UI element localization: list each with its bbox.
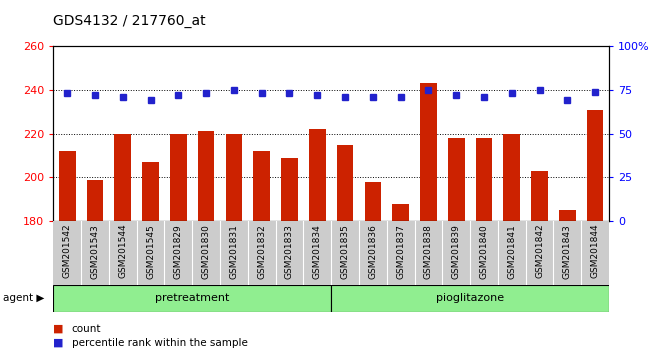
Bar [559, 210, 576, 221]
Text: GSM201843: GSM201843 [563, 224, 572, 279]
Text: GSM201842: GSM201842 [535, 224, 544, 279]
Text: GSM201835: GSM201835 [341, 224, 350, 279]
Bar [86, 179, 103, 221]
Text: GSM201543: GSM201543 [90, 224, 99, 279]
Bar [504, 133, 520, 221]
Bar [254, 151, 270, 221]
Bar [393, 204, 409, 221]
Text: GSM201831: GSM201831 [229, 224, 239, 279]
Bar [448, 138, 465, 221]
Bar [337, 144, 354, 221]
Text: GSM201836: GSM201836 [369, 224, 378, 279]
Text: GSM201542: GSM201542 [62, 224, 72, 279]
Text: ■: ■ [53, 338, 64, 348]
Bar [281, 158, 298, 221]
Text: GSM201829: GSM201829 [174, 224, 183, 279]
Bar [476, 138, 492, 221]
Text: pretreatment: pretreatment [155, 293, 229, 303]
Text: GSM201832: GSM201832 [257, 224, 266, 279]
Text: agent ▶: agent ▶ [3, 293, 45, 303]
Text: GSM201834: GSM201834 [313, 224, 322, 279]
Text: GSM201830: GSM201830 [202, 224, 211, 279]
Text: GSM201840: GSM201840 [480, 224, 489, 279]
Bar [420, 83, 437, 221]
Text: pioglitazone: pioglitazone [436, 293, 504, 303]
Bar [142, 162, 159, 221]
Text: GSM201544: GSM201544 [118, 224, 127, 279]
Text: GSM201837: GSM201837 [396, 224, 405, 279]
Bar [332, 285, 609, 312]
Text: percentile rank within the sample: percentile rank within the sample [72, 338, 248, 348]
Text: ■: ■ [53, 324, 64, 333]
Bar [309, 129, 326, 221]
Text: GSM201839: GSM201839 [452, 224, 461, 279]
Text: GSM201545: GSM201545 [146, 224, 155, 279]
Bar [170, 133, 187, 221]
Bar [226, 133, 242, 221]
Text: GSM201838: GSM201838 [424, 224, 433, 279]
Text: GSM201841: GSM201841 [507, 224, 516, 279]
Text: GDS4132 / 217760_at: GDS4132 / 217760_at [53, 14, 206, 28]
Bar [365, 182, 381, 221]
Text: GSM201844: GSM201844 [591, 224, 600, 279]
Bar [59, 151, 75, 221]
Text: count: count [72, 324, 101, 333]
Text: GSM201833: GSM201833 [285, 224, 294, 279]
Bar [114, 133, 131, 221]
Bar [53, 285, 332, 312]
Bar [198, 131, 214, 221]
Bar [531, 171, 548, 221]
Bar [587, 109, 603, 221]
